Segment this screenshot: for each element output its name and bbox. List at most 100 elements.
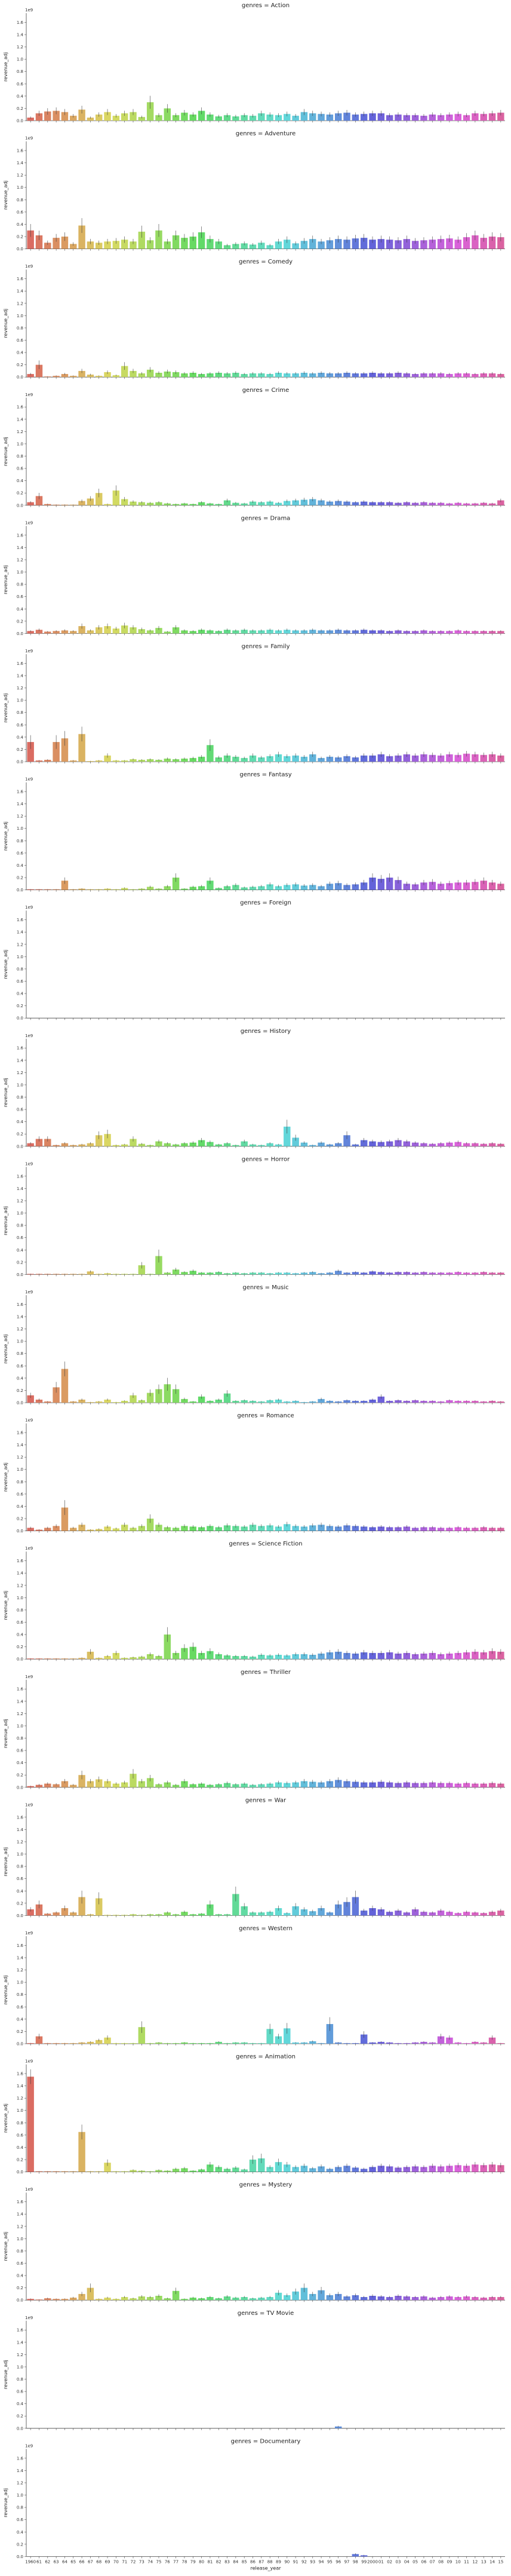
bar (215, 1144, 222, 1146)
bar (369, 373, 376, 378)
bar (300, 2287, 308, 2301)
bar (249, 2043, 257, 2044)
bar (130, 1528, 137, 1531)
bar (446, 631, 453, 634)
y-tick-label: 0.0 (17, 1401, 23, 1406)
y-tick-label: 1.6 (17, 661, 24, 666)
bar (429, 1782, 436, 1787)
y-tick-label: 1.0 (17, 1467, 23, 1472)
bar (146, 240, 154, 249)
bar (497, 374, 504, 378)
bar (360, 1272, 368, 1275)
bar (104, 626, 111, 634)
bar (411, 2042, 419, 2044)
bar (266, 630, 273, 634)
bar (121, 1400, 128, 1403)
bar (335, 1526, 342, 1531)
bar (215, 1527, 222, 1531)
bar (258, 1526, 265, 1531)
bar (155, 230, 162, 249)
bar (429, 631, 436, 634)
bar (318, 500, 325, 505)
x-tick-label: 76 (165, 2559, 170, 2564)
bar (420, 630, 427, 634)
bar (27, 2077, 34, 2172)
y-tick-label: 0.2 (17, 2542, 23, 2547)
y-tick-label: 0.2 (17, 491, 23, 496)
bar (275, 1526, 282, 1531)
bar (488, 1143, 496, 1146)
bar (300, 1654, 308, 1660)
bar (198, 630, 205, 634)
bar (352, 1144, 359, 1146)
y-tick-label: 1.0 (17, 2493, 23, 2498)
bar (463, 1400, 470, 1403)
bar (181, 238, 188, 249)
x-tick-label: 73 (139, 2559, 144, 2564)
bar (275, 241, 282, 249)
bar (429, 1527, 436, 1531)
bar (223, 2296, 231, 2301)
bar (223, 2169, 231, 2172)
bar (403, 2167, 411, 2172)
y-tick-label: 1.6 (17, 20, 24, 25)
y-tick-label: 0.4 (17, 735, 24, 740)
bar (429, 1652, 436, 1660)
bar (275, 2162, 282, 2172)
x-tick-label: 04 (404, 2559, 410, 2564)
bar (420, 373, 427, 378)
bar (352, 1897, 359, 1916)
bar (70, 115, 77, 121)
bar (198, 1783, 205, 1787)
x-tick-label: 08 (438, 2559, 444, 2564)
bar (241, 1141, 248, 1146)
facet-title: genres = Foreign (240, 900, 291, 906)
bar (472, 1651, 479, 1660)
bar (241, 1906, 248, 1916)
bar (292, 1906, 299, 1916)
bar (318, 1525, 325, 1531)
bar (164, 1634, 171, 1660)
bar (454, 373, 461, 378)
y-tick-label: 1.0 (17, 2237, 23, 2241)
bar (70, 760, 77, 762)
x-tick-label: 83 (224, 2559, 230, 2564)
bar (292, 1526, 299, 1531)
bar (266, 2029, 273, 2044)
bar (284, 2164, 291, 2172)
bar (198, 232, 205, 249)
bar (377, 879, 385, 890)
bar (96, 1779, 103, 1787)
y-tick-label: 1.6 (17, 405, 24, 410)
bar (96, 493, 103, 505)
x-tick-label: 65 (70, 2559, 76, 2564)
y-tick-label: 0.0 (17, 1657, 23, 1662)
bar (275, 502, 282, 505)
bar (463, 1783, 470, 1787)
bar (395, 755, 402, 762)
facet-title: genres = Thriller (241, 1669, 291, 1676)
bar (130, 627, 137, 634)
bar (326, 1272, 334, 1275)
y-tick-label: 1.6 (17, 1174, 24, 1179)
bar (403, 115, 411, 121)
bar (420, 1783, 427, 1787)
bar (130, 1914, 137, 1916)
y-tick-label: 1.2 (17, 686, 23, 691)
bar (172, 115, 180, 121)
bar (172, 2169, 180, 2172)
bar (472, 374, 479, 378)
bar (181, 1781, 188, 1787)
bar (146, 1654, 154, 1660)
bar (104, 1273, 111, 1275)
y-tick-label: 1.0 (17, 2365, 23, 2369)
bar (189, 2298, 196, 2301)
bar (292, 884, 299, 890)
bar (96, 1135, 103, 1146)
bar (249, 115, 257, 121)
bar (420, 240, 427, 249)
bar (70, 1401, 77, 1403)
y-tick-label: 1.4 (17, 1956, 24, 1961)
bar (181, 758, 188, 762)
